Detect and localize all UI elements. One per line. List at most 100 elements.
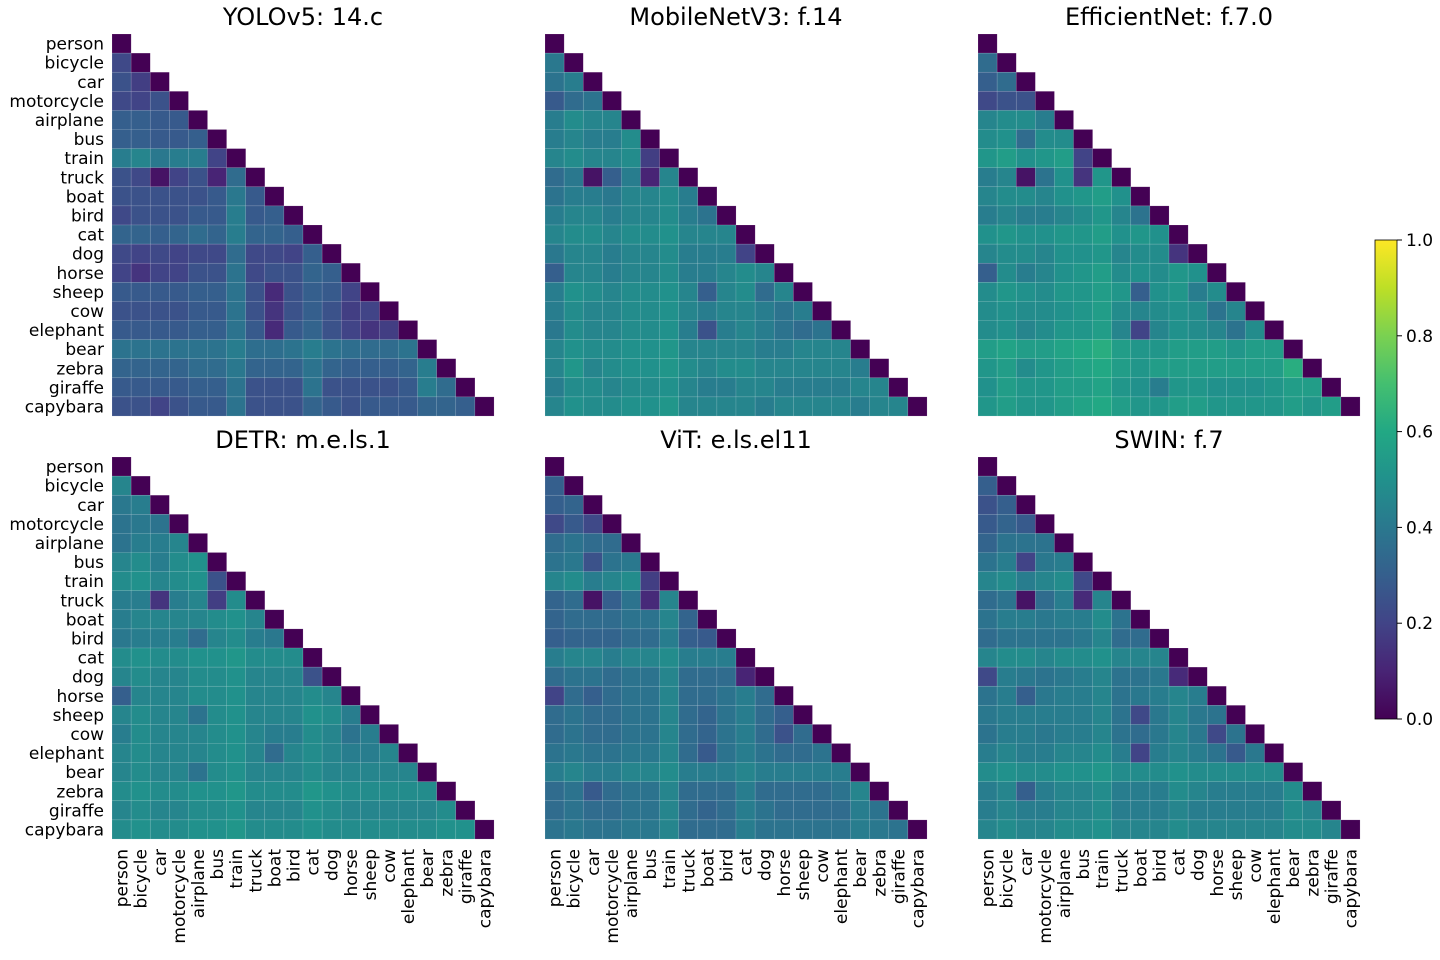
heatmap-cell-bird-car bbox=[1015, 205, 1036, 226]
heatmap-cell-boat-truck bbox=[678, 609, 699, 630]
heatmap-cell-boat-train bbox=[1092, 186, 1112, 207]
heatmap-cell-bird-bird bbox=[283, 205, 304, 226]
heatmap-cell-bird-airplane bbox=[188, 628, 208, 649]
heatmap-cell-capybara-car bbox=[582, 396, 603, 417]
heatmap-cell-sheep-bus bbox=[640, 282, 660, 302]
heatmap-cell-cow-cat bbox=[1168, 301, 1189, 321]
heatmap-cell-truck-bicycle bbox=[996, 167, 1017, 188]
heatmap-cell-train-train bbox=[226, 148, 247, 169]
heatmap-cell-cow-person bbox=[111, 724, 132, 744]
heatmap-cell-cat-car bbox=[582, 647, 603, 668]
heatmap-cell-cat-person bbox=[111, 647, 132, 668]
heatmap-cell-zebra-car bbox=[582, 358, 603, 379]
heatmap-cell-cat-car bbox=[582, 224, 603, 245]
heatmap-cell-dog-bird bbox=[283, 666, 304, 687]
heatmap-cell-truck-bus bbox=[640, 590, 660, 611]
heatmap-cell-elephant-train bbox=[226, 743, 247, 763]
heatmap-cell-elephant-person bbox=[977, 320, 998, 340]
heatmap-cell-dog-bird bbox=[716, 243, 737, 264]
heatmap-cell-elephant-cow bbox=[1245, 743, 1265, 763]
heatmap-cell-zebra-boat bbox=[1130, 781, 1151, 802]
heatmap-cell-bear-car bbox=[1015, 762, 1036, 782]
heatmap-cell-capybara-capybara bbox=[474, 819, 495, 840]
heatmap-cell-zebra-truck bbox=[1111, 358, 1132, 379]
heatmap-cell-elephant-dog bbox=[1187, 320, 1208, 340]
heatmap-cell-horse-bicycle bbox=[130, 685, 151, 706]
heatmap-cell-motorcycle-bicycle bbox=[996, 514, 1017, 534]
heatmap-cell-bear-horse bbox=[773, 762, 794, 782]
heatmap-cell-sheep-truck bbox=[678, 282, 699, 302]
heatmap-cell-giraffe-horse bbox=[773, 800, 794, 821]
heatmap-cell-elephant-train bbox=[659, 743, 679, 763]
heatmap-cell-bear-dog bbox=[321, 762, 342, 782]
heatmap-cell-elephant-train bbox=[1092, 320, 1112, 340]
y-tick-label-cat: cat bbox=[78, 226, 105, 246]
heatmap-cell-cow-car bbox=[149, 724, 170, 744]
heatmap-cell-motorcycle-motorcycle bbox=[1035, 514, 1055, 534]
heatmap-cell-zebra-bird bbox=[1149, 781, 1170, 802]
heatmap-cell-capybara-capybara bbox=[907, 819, 928, 840]
heatmap-cell-bear-cow bbox=[1245, 762, 1265, 782]
x-tick-label-motorcycle: motorcycle bbox=[170, 849, 190, 944]
heatmap-cell-bird-car bbox=[582, 628, 603, 649]
heatmap-cell-truck-bicycle bbox=[563, 167, 584, 188]
heatmap-cell-sheep-person bbox=[544, 282, 565, 302]
heatmap-cell-bear-horse bbox=[773, 339, 794, 360]
heatmap-cell-cow-bus bbox=[207, 301, 227, 321]
heatmap-cell-bird-train bbox=[226, 628, 247, 649]
heatmap-cell-horse-truck bbox=[678, 685, 699, 706]
heatmap-cell-horse-car bbox=[582, 685, 603, 706]
heatmap-cell-motorcycle-car bbox=[1015, 91, 1036, 111]
heatmap-cell-airplane-airplane bbox=[1054, 110, 1074, 130]
heatmap-cell-bear-elephant bbox=[1264, 762, 1284, 782]
heatmap-cell-capybara-train bbox=[659, 396, 679, 417]
heatmap-cell-zebra-bicycle bbox=[563, 358, 584, 379]
y-tick-label-giraffe: giraffe bbox=[49, 801, 104, 821]
heatmap-cell-capybara-elephant bbox=[831, 819, 851, 840]
heatmap-cell-capybara-bicycle bbox=[996, 819, 1017, 840]
heatmap-cell-cat-airplane bbox=[1054, 224, 1074, 245]
x-tick-label-train: train bbox=[1093, 849, 1113, 889]
heatmap-cell-bear-airplane bbox=[621, 339, 641, 360]
heatmap-cell-bear-train bbox=[1092, 762, 1112, 782]
heatmap-cell-motorcycle-motorcycle bbox=[602, 514, 622, 534]
heatmap-cell-cat-bird bbox=[716, 647, 737, 668]
heatmap-cell-cat-bird bbox=[283, 224, 304, 245]
heatmap-cell-cow-airplane bbox=[188, 301, 208, 321]
heatmap-cell-airplane-airplane bbox=[1054, 533, 1074, 553]
heatmap-cell-capybara-zebra bbox=[436, 396, 457, 417]
heatmap-cell-bird-person bbox=[111, 628, 132, 649]
heatmap-cell-train-bus bbox=[207, 571, 227, 591]
heatmap-cell-elephant-bird bbox=[283, 320, 304, 340]
heatmap-cell-giraffe-person bbox=[111, 800, 132, 821]
heatmap-cell-truck-airplane bbox=[1054, 167, 1074, 188]
heatmap-cell-train-car bbox=[582, 148, 603, 169]
heatmap-cell-bird-bicycle bbox=[563, 205, 584, 226]
heatmap-cell-bear-airplane bbox=[621, 762, 641, 782]
heatmap-cell-sheep-car bbox=[582, 282, 603, 302]
heatmap-cell-bear-motorcycle bbox=[169, 339, 189, 360]
heatmap-cell-bird-person bbox=[977, 628, 998, 649]
heatmap-cell-sheep-car bbox=[149, 282, 170, 302]
heatmap-cell-elephant-bicycle bbox=[996, 320, 1017, 340]
heatmap-cell-bicycle-person bbox=[111, 52, 132, 73]
heatmap-cell-bear-person bbox=[977, 762, 998, 782]
heatmap-cell-horse-motorcycle bbox=[169, 262, 189, 283]
heatmap-cell-bear-cow bbox=[379, 339, 399, 360]
heatmap-cell-elephant-dog bbox=[754, 743, 775, 763]
heatmap-cell-elephant-truck bbox=[245, 320, 266, 340]
heatmap-cell-bus-car bbox=[149, 552, 170, 572]
heatmap-cell-boat-truck bbox=[1111, 186, 1132, 207]
heatmap-cell-bear-sheep bbox=[793, 339, 813, 360]
heatmap-cell-bird-motorcycle bbox=[1035, 628, 1055, 649]
heatmap-cell-sheep-sheep bbox=[360, 282, 380, 302]
heatmap-cell-horse-car bbox=[1015, 262, 1036, 283]
heatmap-cell-capybara-bus bbox=[1073, 396, 1093, 417]
heatmap-cell-zebra-boat bbox=[697, 781, 718, 802]
heatmap-cell-person-person bbox=[977, 33, 998, 54]
x-tick-label-truck: truck bbox=[246, 849, 266, 893]
heatmap-cell-bus-motorcycle bbox=[602, 552, 622, 572]
heatmap-cell-sheep-train bbox=[659, 282, 679, 302]
heatmap-cell-bird-bird bbox=[1149, 205, 1170, 226]
heatmap-cell-giraffe-motorcycle bbox=[1035, 800, 1055, 821]
